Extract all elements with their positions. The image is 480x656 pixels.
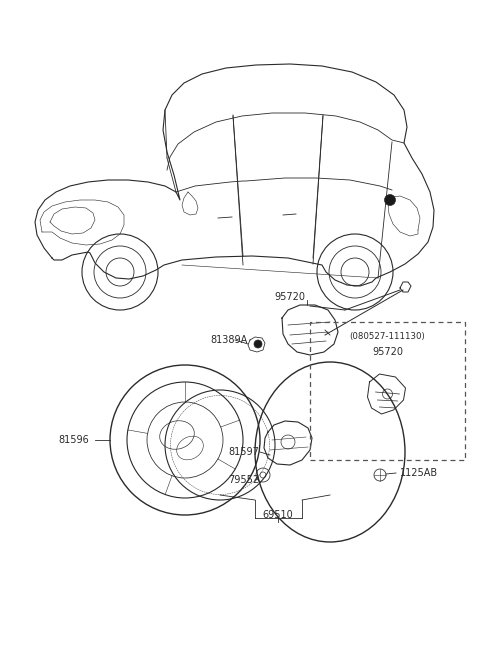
Text: 81596: 81596 (58, 435, 89, 445)
Text: 81597: 81597 (228, 447, 259, 457)
Text: 79552: 79552 (228, 475, 259, 485)
Text: 95720: 95720 (275, 292, 305, 302)
Bar (310, 322, 465, 460)
Text: 69510: 69510 (263, 510, 293, 520)
Text: 1125AB: 1125AB (400, 468, 438, 478)
Text: 95720: 95720 (372, 347, 403, 357)
Text: 81389A: 81389A (210, 335, 247, 345)
Text: (080527-111130): (080527-111130) (349, 331, 425, 340)
Circle shape (254, 340, 262, 348)
Circle shape (384, 194, 396, 205)
